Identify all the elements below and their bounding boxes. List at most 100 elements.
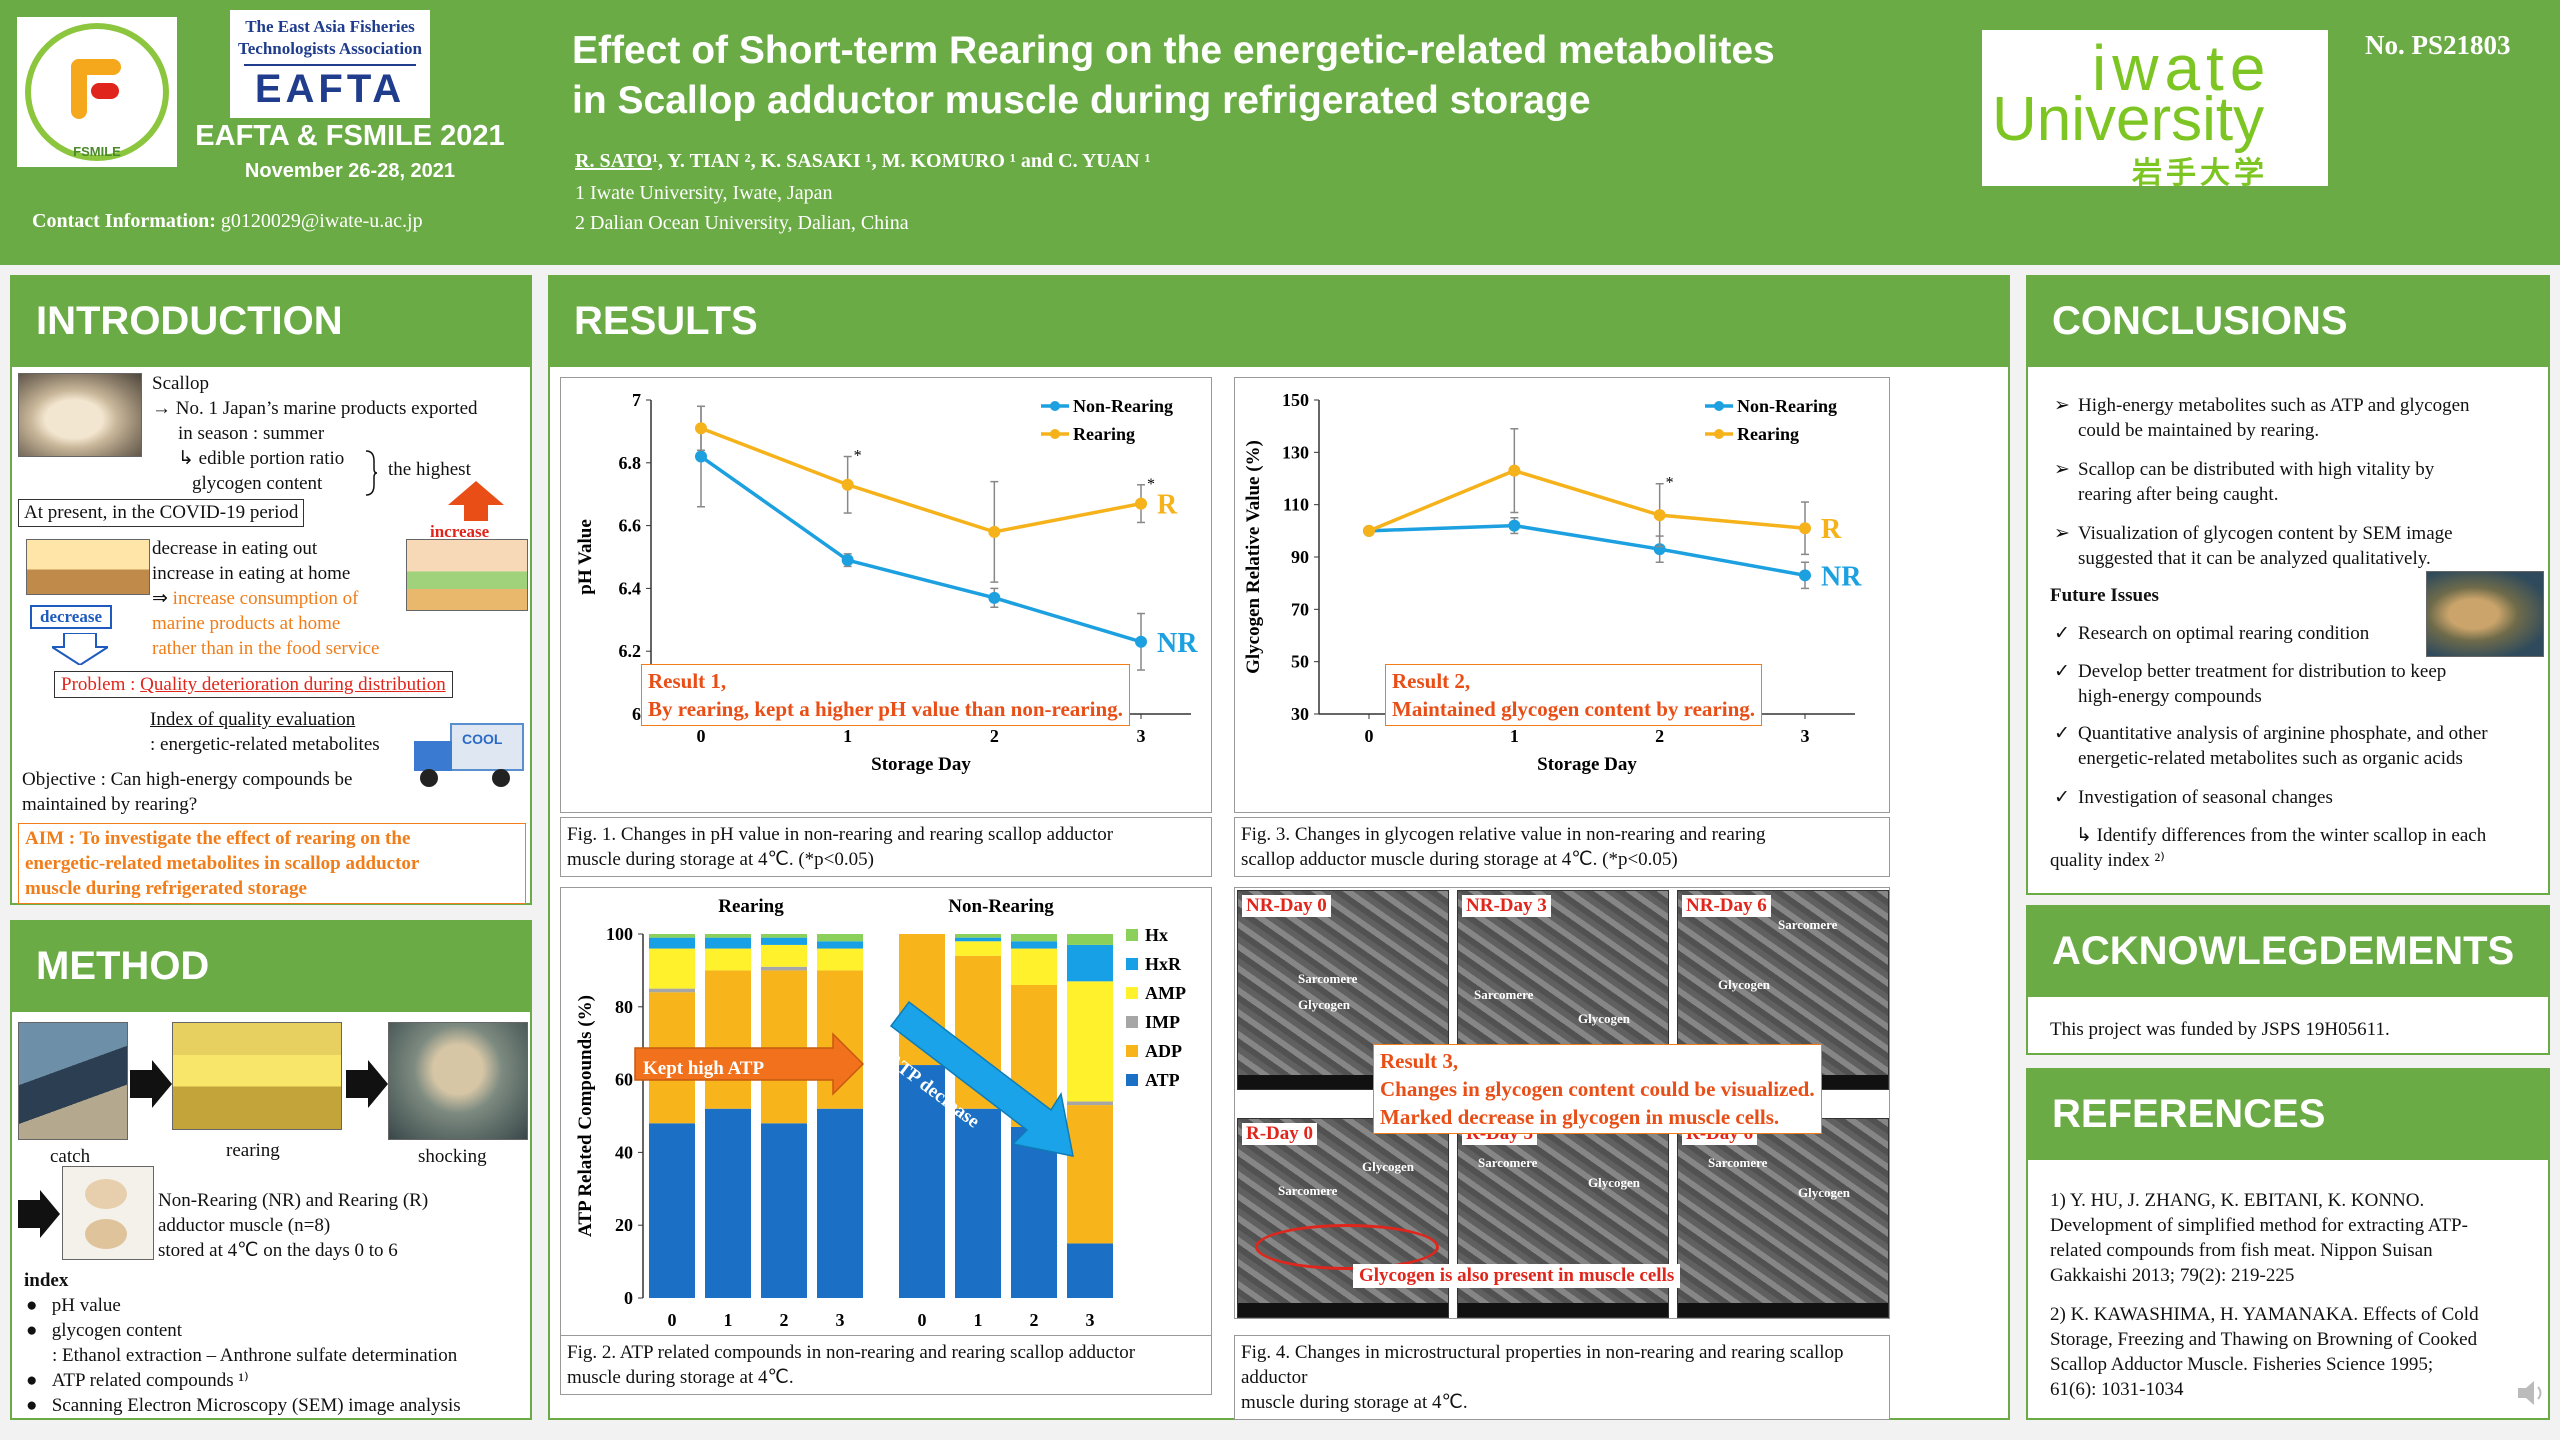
x-tick-label: 2 xyxy=(1655,726,1664,746)
scallop-fact-1: → No. 1 Japan’s marine products exported xyxy=(152,398,478,419)
x-tick-label: 0 xyxy=(697,726,706,746)
introduction-panel: INTRODUCTION Scallop → No. 1 Japan’s mar… xyxy=(10,275,532,905)
x-axis-title: Storage Day xyxy=(871,754,971,775)
bar-segment-amp xyxy=(705,948,751,971)
fig1-caption: Fig. 1. Changes in pH value in non-reari… xyxy=(560,817,1212,877)
significance-mark: * xyxy=(1666,475,1674,492)
data-point xyxy=(841,554,854,567)
bar-segment-adp xyxy=(761,970,807,1124)
y-tick-label: 130 xyxy=(1282,442,1309,462)
check-icon: ✓ xyxy=(2054,661,2070,682)
bar-segment-hxr xyxy=(1011,941,1057,949)
bar-segment-atp xyxy=(817,1108,863,1298)
cool-label: COOL xyxy=(462,731,503,747)
sem-sarcomere-label: Sarcomere xyxy=(1778,917,1838,932)
references-panel: REFERENCES 1) Y. HU, J. ZHANG, K. EBITAN… xyxy=(2026,1068,2550,1420)
sem-r-day0: R-Day 0 Glycogen Sarcomere xyxy=(1237,1118,1449,1318)
series-line-r xyxy=(1368,468,1806,533)
fig1-caption-2: muscle during storage at 4℃. (*p<0.05) xyxy=(567,849,874,870)
reference-1c: related compounds from fish meat. Nippon… xyxy=(2050,1240,2433,1261)
y-axis-title: Glycogen Relative Value (%) xyxy=(1243,440,1264,674)
fig2-frame: 0 20 40 60 80 100 ATP Related Compounds (%) Rea… xyxy=(560,887,1212,1343)
data-point xyxy=(1508,464,1521,477)
data-point xyxy=(695,422,707,435)
introduction-heading: INTRODUCTION xyxy=(10,275,532,367)
y-tick-label: 60 xyxy=(615,1070,633,1090)
sem-glycogen-label: Glycogen xyxy=(1362,1159,1414,1174)
legend-swatch xyxy=(1126,1045,1138,1057)
speaker-icon[interactable] xyxy=(2516,1378,2546,1408)
reference-2d: 61(6): 1031-1034 xyxy=(2050,1379,2184,1400)
kept-high-arrow xyxy=(634,1032,865,1096)
legend-swatch xyxy=(1126,987,1138,999)
significance-mark: * xyxy=(1147,476,1155,493)
result2-title: Result 2, xyxy=(1392,669,1471,693)
aim-box: AIM : To investigate the effect of reari… xyxy=(18,823,526,904)
kept-high-label: Kept high ATP xyxy=(643,1058,765,1079)
fig3-frame: 30 50 70 90 110 130 150 0 1 2 3 Storage Day Glycogen… xyxy=(1234,377,1890,813)
up-arrow-icon xyxy=(448,481,504,521)
fig2-caption-1: Fig. 2. ATP related compounds in non-rea… xyxy=(567,1342,1136,1363)
shocking-label: shocking xyxy=(418,1146,487,1167)
x-tick-label: 1 xyxy=(974,1310,983,1330)
bar-segment-hxr xyxy=(1067,944,1113,982)
index-item-2: ● glycogen content xyxy=(26,1320,183,1341)
conclusion-arrow-2: ➢ xyxy=(2054,459,2070,480)
x-tick-label: 2 xyxy=(990,726,999,746)
fig1-caption-1: Fig. 1. Changes in pH value in non-reari… xyxy=(567,824,1114,845)
eafta-logo: The East Asia Fisheries Technologists As… xyxy=(230,10,430,118)
legend-label: Hx xyxy=(1145,925,1168,945)
reference-1d: Gakkaishi 2013; 79(2): 219-225 xyxy=(2050,1265,2295,1286)
sem-scalebar xyxy=(1678,1303,1888,1317)
sem-sarcomere-label: Sarcomere xyxy=(1474,987,1534,1002)
data-point xyxy=(1508,519,1521,532)
future-5b: quality index ²⁾ xyxy=(2050,850,2165,871)
y-tick-label: 40 xyxy=(615,1142,633,1162)
x-tick-label: 1 xyxy=(1510,726,1519,746)
x-tick-label: 3 xyxy=(1086,1310,1095,1330)
bar-segment-amp xyxy=(649,948,695,989)
future-5a: ↳ Identify differences from the winter s… xyxy=(2076,825,2487,846)
highest-label: the highest xyxy=(388,459,471,480)
bar-segment-atp xyxy=(1067,1243,1113,1298)
reference-2a: 2) K. KAWASHIMA, H. YAMANAKA. Effects of… xyxy=(2050,1304,2479,1325)
legend-label: AMP xyxy=(1145,983,1186,1003)
data-point xyxy=(988,525,1001,538)
sem-glycogen-label: Glycogen xyxy=(1798,1185,1850,1200)
data-point xyxy=(1135,635,1147,648)
covid-change-2: increase in eating at home xyxy=(152,563,351,584)
aim-line-2: energetic-related metabolites in scallop… xyxy=(25,853,420,874)
conclusion-1: High-energy metabolites such as ATP and … xyxy=(2078,393,2470,443)
x-tick-label: 0 xyxy=(1365,726,1374,746)
y-tick-label: 6.4 xyxy=(619,578,642,598)
result1-box: Result 1, By rearing, kept a higher pH v… xyxy=(641,664,1130,726)
authors: R. SATO¹, Y. TIAN ², K. SASAKI ¹, M. KOM… xyxy=(575,150,1151,173)
problem-box: Problem : Quality deterioration during d… xyxy=(54,671,453,698)
sem-glycogen-label: Glycogen xyxy=(1718,977,1770,992)
sem-label: NR-Day 3 xyxy=(1462,895,1551,917)
reference-1: 1) Y. HU, J. ZHANG, K. EBITANI, K. KONNO… xyxy=(2050,1188,2468,1288)
acknowledgements-panel: ACKNOWLEGDEMENTS This project was funded… xyxy=(2026,905,2550,1055)
sem-scalebar xyxy=(1458,1303,1668,1317)
y-axis-title: ATP Related Compounds (%) xyxy=(575,995,596,1237)
conclusion-arrow-3: ➢ xyxy=(2054,523,2070,544)
covid-change-5: rather than in the food service xyxy=(152,638,380,659)
contact-email[interactable]: g0120029@iwate-u.ac.jp xyxy=(220,210,423,232)
scallop-fact-3: ↳ edible portion ratio xyxy=(178,448,345,469)
reference-2c: Scallop Adductor Muscle. Fisheries Scien… xyxy=(2050,1354,2434,1375)
results-panel: RESULTS 6 6.2 6.4 6.6 6.8 7 0 1 2 3 Storage Day pH … xyxy=(548,275,2010,1420)
scallop-photo xyxy=(18,373,142,457)
data-point xyxy=(988,591,1001,604)
references-heading: REFERENCES xyxy=(2026,1068,2550,1160)
conclusion-arrow-1: ➢ xyxy=(2054,395,2070,416)
legend-swatch xyxy=(1126,929,1138,941)
sem-sarcomere-label: Sarcomere xyxy=(1278,1183,1338,1198)
bar-segment-hxr xyxy=(955,937,1001,942)
y-tick-label: 100 xyxy=(606,924,633,944)
bar-segment-hx xyxy=(817,934,863,942)
x-axis-title: Storage Day xyxy=(1537,754,1637,775)
legend-label: ADP xyxy=(1145,1041,1182,1061)
result3-box: Result 3, Changes in glycogen content co… xyxy=(1373,1044,1822,1134)
